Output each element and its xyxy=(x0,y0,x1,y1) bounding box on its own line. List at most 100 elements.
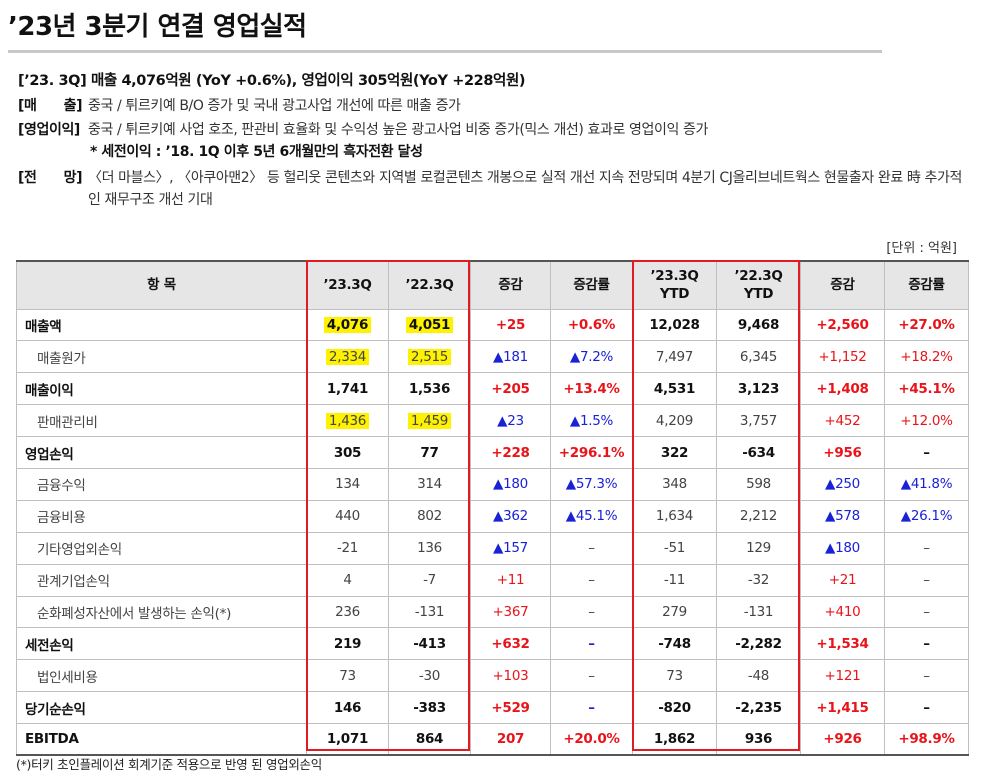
cell-value: 73 xyxy=(339,667,356,684)
table-cell: +13.4% xyxy=(550,372,633,406)
table-cell: – xyxy=(550,659,633,693)
table-cell: +452 xyxy=(800,404,885,438)
cell-value: 4 xyxy=(343,572,352,589)
table-cell: – xyxy=(550,595,633,629)
cell-value: 2,212 xyxy=(739,508,778,525)
cell-value: 금융비용 xyxy=(37,510,86,527)
cell-value: 1,459 xyxy=(407,412,452,429)
table-cell: +2,560 xyxy=(800,308,885,342)
table-row: 매출이익 1,741 1,536 +205 +13.4% 4,531 3,123 +1,408… xyxy=(16,372,969,406)
cell-value: -2,235 xyxy=(735,699,782,716)
cell-value: – xyxy=(588,667,595,684)
table-cell: ▲578 xyxy=(800,499,885,533)
table-cell: – xyxy=(550,563,633,597)
cell-value: +1,534 xyxy=(816,635,869,652)
cell-value: +1,152 xyxy=(818,348,867,365)
table-cell: +20.0% xyxy=(550,723,633,757)
cell-value: – xyxy=(588,603,595,620)
cell-value: -21 xyxy=(336,540,359,557)
table-row: EBITDA 1,071 864 207 +20.0% 1,862 936 +926 +98.9… xyxy=(16,723,969,757)
table-row: 금융수익 134 314 ▲180 ▲57.3% 348 598 ▲250 ▲41.8% xyxy=(16,467,969,501)
cell-value: +367 xyxy=(492,603,529,620)
table-cell: -748 xyxy=(632,627,717,661)
cell-value: 802 xyxy=(417,508,442,525)
cell-value: -131 xyxy=(743,603,774,620)
cell-value: 4,051 xyxy=(405,316,454,333)
column-header: 항 목 xyxy=(16,260,307,310)
table-cell: 77 xyxy=(388,436,471,469)
cell-value: -30 xyxy=(418,667,441,684)
row-label: 금융비용 xyxy=(16,499,307,533)
table-cell: 2,334 xyxy=(306,340,389,374)
table-cell: +98.9% xyxy=(884,723,969,757)
table-cell: 4,076 xyxy=(306,308,389,342)
cell-value: 판매관리비 xyxy=(37,414,98,431)
cell-value: 3,757 xyxy=(739,412,778,429)
cell-value: +25 xyxy=(495,316,526,333)
table-cell: +1,408 xyxy=(800,372,885,406)
cell-value: – xyxy=(923,444,930,461)
cell-value: 314 xyxy=(417,476,442,493)
cell-value: +12.0% xyxy=(900,412,953,429)
row-label: 순화폐성자산에서 발생하는 손익(*) xyxy=(16,595,307,629)
cell-value: +27.0% xyxy=(898,316,955,333)
table-cell: -2,235 xyxy=(716,691,801,725)
table-cell: 314 xyxy=(388,467,471,501)
cell-value: ▲7.2% xyxy=(569,348,614,365)
table-row: 매출액 4,076 4,051 +25 +0.6% 12,028 9,468 +2,560 +2… xyxy=(16,308,969,342)
table-cell: – xyxy=(884,627,969,661)
cell-value: 77 xyxy=(420,444,439,461)
cell-value: +21 xyxy=(828,572,857,589)
financial-table: 항 목 ’23.3Q ’22.3Q 증감 증감률 ’23.3Q YTD ’22.3Q YTD… xyxy=(16,260,969,757)
table-cell: -2,282 xyxy=(716,627,801,661)
table-cell: 1,436 xyxy=(306,404,389,438)
row-label: 매출액 xyxy=(16,308,307,342)
cell-value: – xyxy=(923,540,930,557)
table-cell: +205 xyxy=(470,372,551,406)
cell-value: 7,497 xyxy=(655,348,694,365)
cell-value: -413 xyxy=(413,635,446,652)
cell-value: -383 xyxy=(413,699,446,716)
cell-value: 305 xyxy=(333,444,362,461)
cell-value: 598 xyxy=(746,476,771,493)
table-cell: -21 xyxy=(306,531,389,565)
cell-value: +205 xyxy=(491,380,530,397)
table-cell: +1,152 xyxy=(800,340,885,374)
cell-value: EBITDA xyxy=(25,731,79,748)
cell-value: – xyxy=(588,699,595,716)
table-cell: +296.1% xyxy=(550,436,633,469)
table-cell: 146 xyxy=(306,691,389,725)
summary-label: [영업이익] xyxy=(18,122,80,138)
cell-value: 1,862 xyxy=(653,731,696,748)
cell-value: ▲45.1% xyxy=(565,508,618,525)
cell-value: – xyxy=(588,540,595,557)
cell-value: 129 xyxy=(746,540,771,557)
cell-value: -48 xyxy=(747,667,770,684)
table-cell: 3,757 xyxy=(716,404,801,438)
row-label: 매출원가 xyxy=(16,340,307,374)
cell-value: 9,468 xyxy=(737,316,780,333)
table-cell: 4,051 xyxy=(388,308,471,342)
table-cell: 598 xyxy=(716,467,801,501)
table-cell: +367 xyxy=(470,595,551,629)
cell-value: +926 xyxy=(823,731,862,748)
table-cell: 1,071 xyxy=(306,723,389,757)
row-label: 기타영업외손익 xyxy=(16,531,307,565)
row-label: 판매관리비 xyxy=(16,404,307,438)
table-cell: +27.0% xyxy=(884,308,969,342)
cell-value: +45.1% xyxy=(898,380,955,397)
table-cell: 12,028 xyxy=(632,308,717,342)
cell-value: +11 xyxy=(496,572,525,589)
table-cell: 134 xyxy=(306,467,389,501)
cell-value: ▲157 xyxy=(493,540,528,557)
cell-value: – xyxy=(923,603,930,620)
table-cell: -30 xyxy=(388,659,471,693)
cell-value: +20.0% xyxy=(563,731,620,748)
table-cell: -51 xyxy=(632,531,717,565)
table-cell: +926 xyxy=(800,723,885,757)
cell-value: +228 xyxy=(491,444,530,461)
column-header: 증감 xyxy=(470,260,551,310)
table-cell: 4,209 xyxy=(632,404,717,438)
table-cell: – xyxy=(884,563,969,597)
table-cell: ▲180 xyxy=(470,467,551,501)
